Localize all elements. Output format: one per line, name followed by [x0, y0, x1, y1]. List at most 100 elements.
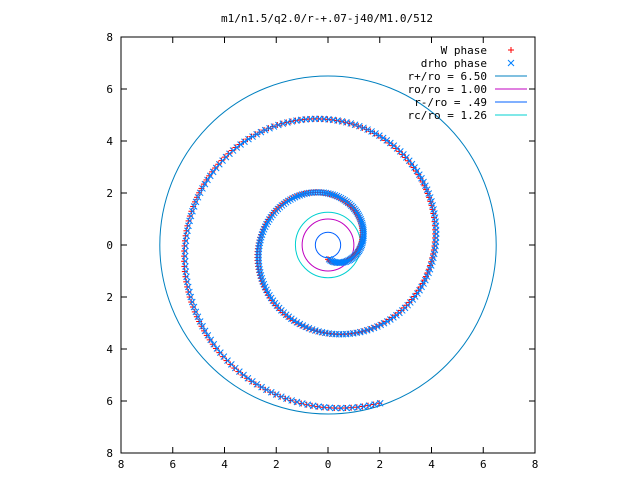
data-point [425, 269, 432, 277]
data-point [376, 399, 384, 407]
data-point [186, 217, 193, 225]
data-point [379, 134, 387, 142]
data-point [355, 122, 363, 130]
data-point [261, 126, 269, 134]
data-point [413, 167, 421, 175]
data-point [192, 308, 200, 316]
data-point [252, 381, 259, 388]
data-point [296, 192, 304, 199]
data-point [257, 128, 265, 136]
data-point [257, 275, 264, 282]
data-point [339, 195, 347, 203]
data-point [293, 398, 301, 406]
data-point [390, 314, 397, 321]
data-point [181, 263, 188, 270]
data-point [196, 318, 203, 325]
data-point [196, 189, 203, 196]
data-point [199, 185, 206, 192]
data-point [356, 214, 364, 221]
y-tick-label: 2 [106, 291, 113, 304]
data-point [288, 397, 296, 404]
data-point [333, 192, 341, 200]
data-point [425, 190, 433, 197]
data-point [309, 402, 316, 409]
x-tick-label: 6 [480, 458, 487, 471]
data-point [421, 182, 428, 189]
data-point [402, 154, 409, 161]
data-point [204, 176, 211, 184]
data-point [255, 257, 262, 264]
data-point [189, 207, 196, 215]
data-point [359, 403, 366, 410]
data-point [420, 178, 427, 186]
data-point [374, 323, 381, 330]
data-point [199, 322, 206, 330]
data-point [252, 131, 259, 138]
data-point [359, 221, 366, 229]
data-point [188, 298, 196, 306]
data-point [212, 164, 220, 172]
data-point [368, 128, 375, 135]
data-point [298, 400, 306, 407]
x-tick-label: 2 [376, 458, 383, 471]
data-point [329, 191, 337, 198]
data-point [192, 198, 200, 206]
data-point [354, 403, 362, 411]
data-point [367, 128, 374, 135]
data-point [204, 332, 212, 339]
data-point [383, 137, 391, 144]
data-point [235, 368, 242, 375]
data-point [351, 121, 359, 129]
data-point [370, 401, 377, 408]
data-point [249, 377, 256, 385]
data-point [426, 265, 434, 273]
data-point [256, 129, 263, 136]
data-point [255, 245, 263, 253]
data-point [424, 269, 431, 276]
data-point [403, 302, 410, 309]
data-point [181, 268, 188, 275]
data-point [221, 154, 228, 161]
data-point [353, 404, 360, 411]
data-point [390, 142, 398, 150]
y-tick-label: 8 [106, 447, 113, 460]
data-point [194, 313, 202, 321]
legend-label: r+/ro = 6.50 [408, 70, 487, 83]
y-tick-label: 6 [106, 83, 113, 96]
data-point [182, 263, 189, 270]
x-tick-label: 8 [118, 458, 125, 471]
data-point [358, 219, 366, 227]
legend-label: ro/ro = 1.00 [408, 83, 487, 96]
data-point [376, 132, 383, 140]
data-point [418, 174, 425, 182]
data-point [181, 258, 188, 265]
data-point [360, 403, 367, 410]
data-point [243, 375, 250, 382]
y-tick-label: 8 [106, 31, 113, 44]
data-point [420, 280, 427, 287]
data-point [240, 371, 247, 379]
data-point [429, 254, 437, 262]
data-point [194, 193, 202, 201]
data-point [201, 327, 209, 335]
data-point [187, 293, 195, 301]
data-point [415, 171, 423, 178]
data-point [227, 361, 234, 368]
data-point [377, 321, 385, 329]
data-point [342, 405, 349, 412]
data-point [383, 318, 391, 325]
data-point [249, 133, 256, 140]
data-point [181, 242, 188, 249]
data-point [325, 404, 332, 411]
data-point [201, 327, 208, 334]
data-point [301, 116, 308, 123]
data-point [213, 345, 221, 352]
data-point [411, 164, 418, 171]
data-point [190, 203, 198, 210]
y-tick-label: 4 [106, 135, 113, 148]
data-point [182, 273, 189, 280]
data-point [416, 286, 423, 294]
x-tick-label: 4 [428, 458, 435, 471]
